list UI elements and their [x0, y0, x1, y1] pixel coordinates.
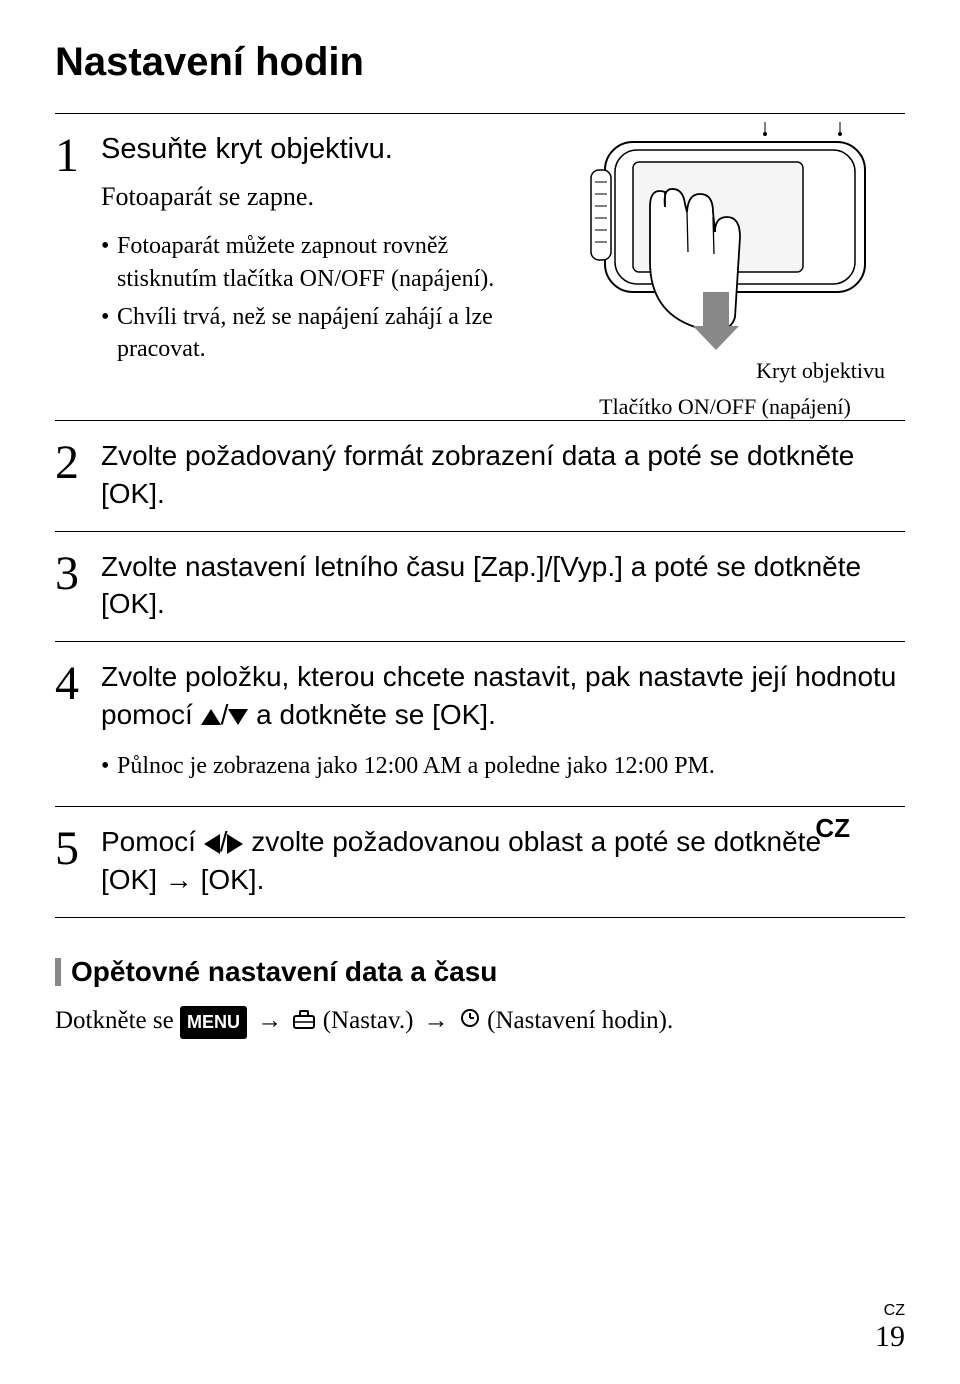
callout-lens-cover: Kryt objektivu	[756, 358, 885, 384]
step-4-number: 4	[55, 658, 101, 788]
step-1-bullet-0: Fotoaparát můžete zapnout rovněž stisknu…	[101, 230, 521, 295]
camera-illustration	[555, 122, 895, 352]
header-bar-icon	[55, 958, 61, 986]
step-1-number: 1	[55, 130, 101, 372]
language-tag: CZ	[815, 813, 850, 844]
step-4-main-prefix: Zvolte položku, kterou chcete nastavit, …	[101, 661, 896, 730]
step-2-main: Zvolte požadovaný formát zobrazení data …	[101, 437, 905, 513]
triangle-right-icon	[227, 834, 243, 854]
step-5-main-prefix: Pomocí	[101, 826, 204, 857]
triangle-down-icon	[228, 709, 248, 725]
step-5: 5 Pomocí / zvolte požadovanou oblast a p…	[55, 807, 905, 917]
step-5-number: 5	[55, 823, 101, 899]
reset-heading: Opětovné nastavení data a času	[71, 956, 497, 988]
reset-instruction: Dotkněte se MENU → (Nastav.) → (Nastaven…	[55, 1002, 905, 1041]
toolbox-icon	[292, 1003, 316, 1041]
menu-chip: MENU	[180, 1006, 247, 1039]
step-2: 2 Zvolte požadovaný formát zobrazení dat…	[55, 421, 905, 531]
step-4: 4 Zvolte položku, kterou chcete nastavit…	[55, 642, 905, 806]
step-1-bullet-1: Chvíli trvá, než se napájení zahájí a lz…	[101, 301, 521, 366]
reset-hodin: (Nastavení hodin).	[487, 1007, 673, 1034]
step-4-main-suffix: a dotkněte se [OK].	[248, 699, 495, 730]
arrow-icon: →	[424, 1007, 449, 1034]
footer-page-number: 19	[875, 1320, 905, 1354]
page-footer: CZ 19	[875, 1302, 905, 1354]
step-2-number: 2	[55, 437, 101, 513]
step-1-sub: Fotoaparát se zapne.	[101, 179, 521, 214]
step-3-number: 3	[55, 548, 101, 624]
reset-prefix: Dotkněte se	[55, 1007, 180, 1034]
reset-section-header: Opětovné nastavení data a času	[55, 956, 905, 988]
clock-icon	[459, 1003, 481, 1041]
callout-on-off: Tlačítko ON/OFF (napájení)	[599, 394, 851, 420]
triangle-left-icon	[204, 834, 220, 854]
separator	[55, 917, 905, 918]
step-3-main: Zvolte nastavení letního času [Zap.]/[Vy…	[101, 548, 905, 624]
triangle-up-icon	[201, 709, 221, 725]
step-3: 3 Zvolte nastavení letního času [Zap.]/[…	[55, 532, 905, 642]
step-4-bullet-0: Půlnoc je zobrazena jako 12:00 AM a pole…	[101, 750, 905, 782]
step-1-main: Sesuňte kryt objektivu.	[101, 130, 521, 169]
footer-lang: CZ	[875, 1302, 905, 1320]
page-title: Nastavení hodin	[55, 40, 905, 85]
reset-nastav: (Nastav.)	[323, 1007, 420, 1034]
arrow-icon: →	[257, 1007, 282, 1034]
step-1: 1 Sesuňte kryt objektivu. Fotoaparát se …	[55, 114, 521, 390]
